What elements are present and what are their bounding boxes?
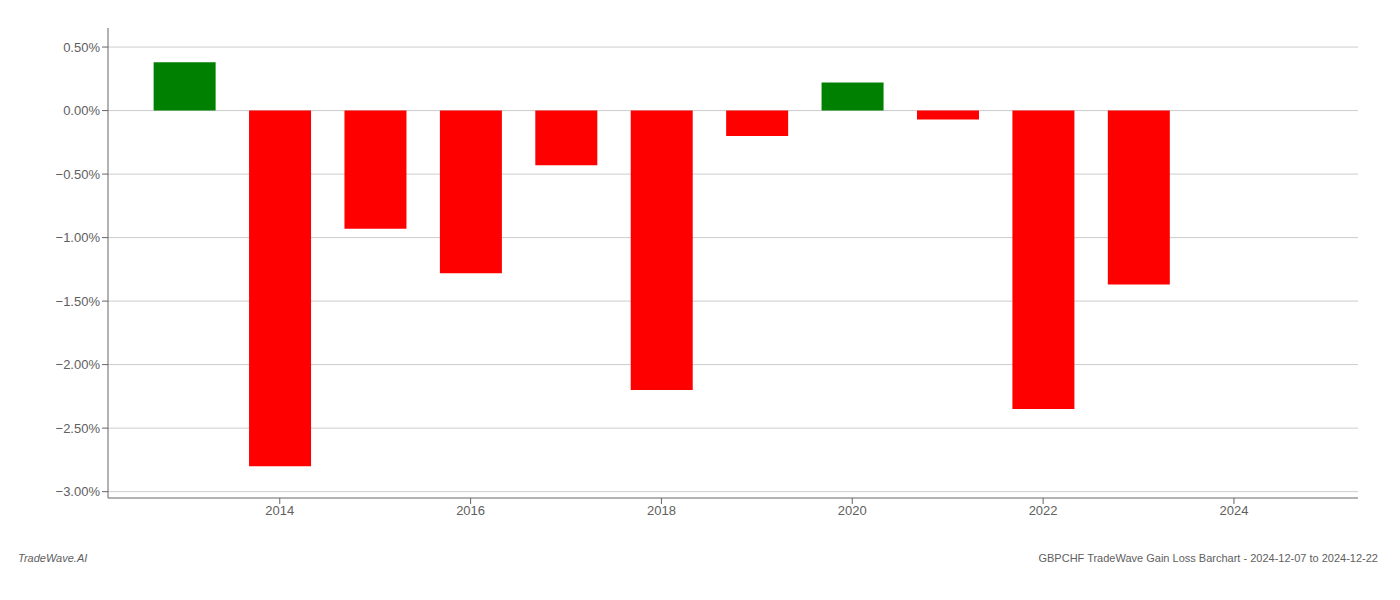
svg-text:2020: 2020 (838, 503, 867, 518)
svg-text:−2.50%: −2.50% (56, 421, 101, 436)
svg-text:2014: 2014 (265, 503, 294, 518)
svg-text:−1.00%: −1.00% (56, 230, 101, 245)
svg-text:−0.50%: −0.50% (56, 167, 101, 182)
svg-text:−2.00%: −2.00% (56, 357, 101, 372)
html-text:TradeWave.AI: TradeWave.AI (18, 552, 88, 564)
svg-text:2022: 2022 (1029, 503, 1058, 518)
svg-text:−3.00%: −3.00% (56, 484, 101, 499)
svg-text:0.50%: 0.50% (63, 40, 100, 55)
svg-text:−1.50%: −1.50% (56, 294, 101, 309)
svg-text:2018: 2018 (647, 503, 676, 518)
svg-text:0.00%: 0.00% (63, 103, 100, 118)
html-text:GBPCHF TradeWave Gain Loss Bar: GBPCHF TradeWave Gain Loss Barchart - 20… (1038, 552, 1378, 564)
svg-text:2016: 2016 (456, 503, 485, 518)
svg-text:2024: 2024 (1219, 503, 1248, 518)
